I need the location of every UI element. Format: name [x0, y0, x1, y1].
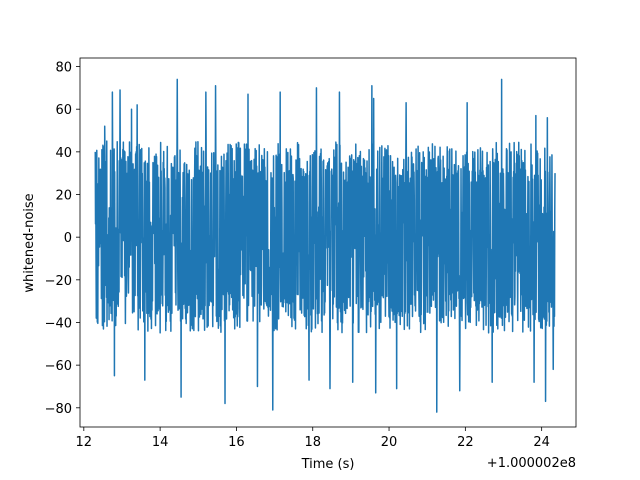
x-tick-label: 18 [304, 435, 321, 450]
x-tick-label: 22 [457, 435, 474, 450]
x-tick-label: 16 [228, 435, 245, 450]
x-tick-label: 14 [152, 435, 169, 450]
x-tick-label: 20 [381, 435, 398, 450]
x-tick-label: 24 [533, 435, 550, 450]
y-tick-label: 40 [55, 146, 72, 161]
x-axis-label: Time (s) [301, 457, 355, 472]
axes-frame [79, 57, 577, 428]
x-tick-label: 12 [76, 435, 93, 450]
y-tick-label: −80 [45, 402, 72, 417]
y-axis-label: whitened-noise [22, 193, 37, 292]
y-tick-label: 0 [64, 231, 72, 246]
y-tick-label: −40 [45, 316, 72, 331]
y-tick-label: 80 [55, 61, 72, 76]
y-tick-label: 60 [55, 103, 72, 118]
plot-area [79, 57, 577, 428]
y-tick-label: −60 [45, 359, 72, 374]
y-tick-label: −20 [45, 274, 72, 289]
y-axis: −80 −60 −40 −20 0 20 40 60 80 [45, 61, 80, 417]
x-axis-offset-label: +1.000002e8 [487, 456, 576, 471]
x-axis: 12 14 16 18 20 22 24 [76, 427, 550, 450]
y-tick-label: 20 [55, 189, 72, 204]
series-line [94, 78, 556, 413]
